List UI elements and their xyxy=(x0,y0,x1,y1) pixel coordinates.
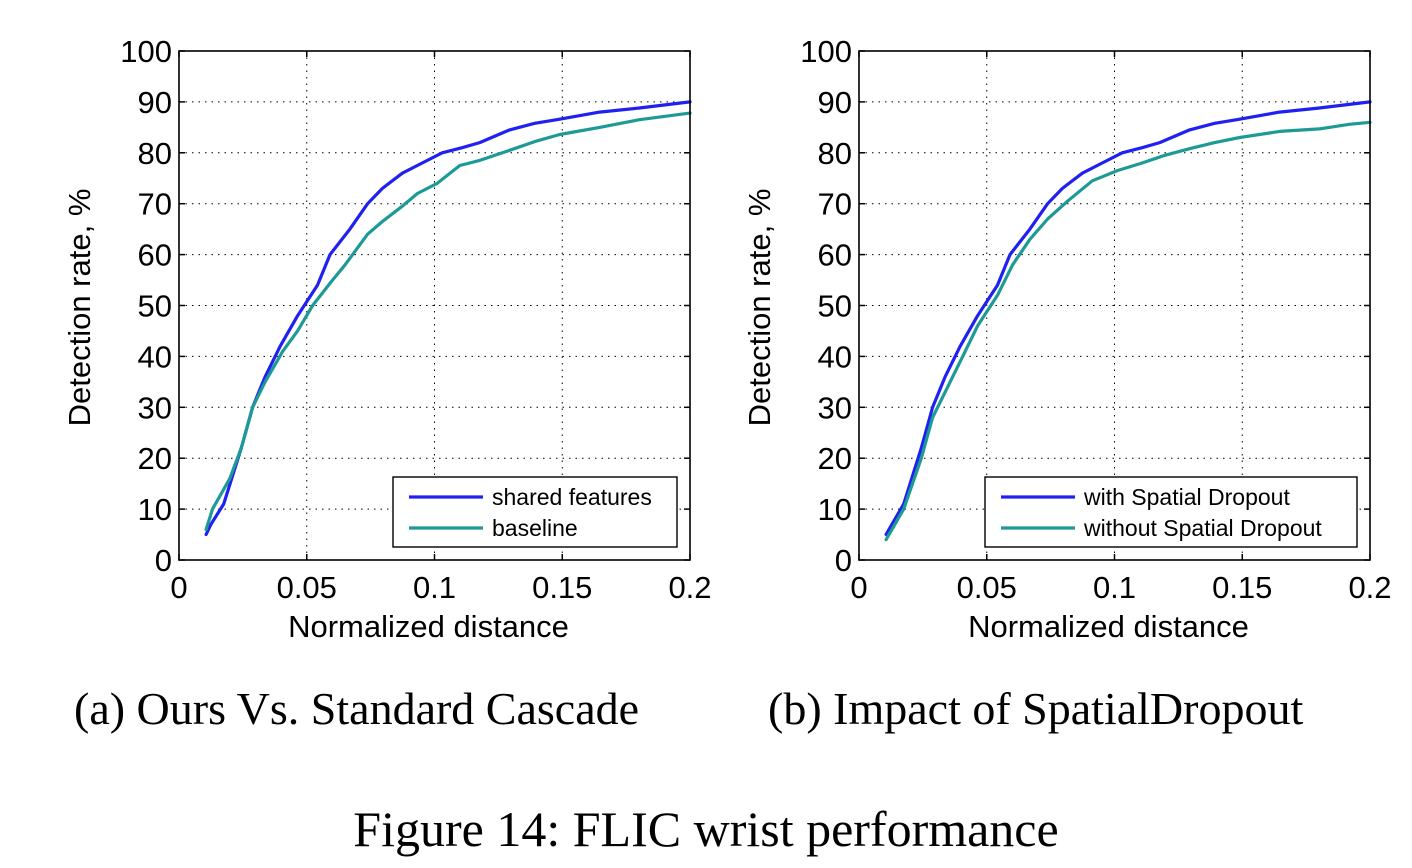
series-line-1 xyxy=(884,100,1372,537)
y-tick-label: 70 xyxy=(138,187,172,222)
y-tick-label: 20 xyxy=(138,441,172,476)
x-tick-label: 0.05 xyxy=(277,570,337,605)
x-tick-label: 0 xyxy=(170,570,187,605)
legend-label-2: without Spatial Dropout xyxy=(1083,515,1322,541)
series-line-2 xyxy=(204,111,692,532)
y-tick-label: 60 xyxy=(818,238,852,273)
y-tick-label: 30 xyxy=(138,390,172,425)
y-tick-label: 0 xyxy=(155,543,172,578)
x-tick-label: 0.05 xyxy=(957,570,1017,605)
series-line-2 xyxy=(884,120,1372,542)
subcaption-a: (a) Ours Vs. Standard Cascade xyxy=(74,683,640,734)
chart-panel-b: 0 0.05 0.1 0.15 0.2 0 10 20 30 40 50 60 70 80 90 100 Nor… xyxy=(742,34,1392,644)
legend-box xyxy=(984,476,1358,548)
x-tick-label: 0.15 xyxy=(532,570,592,605)
y-tick-label: 0 xyxy=(835,543,852,578)
legend: shared features baseline xyxy=(392,476,678,548)
x-tick-label: 0.1 xyxy=(1093,570,1136,605)
y-tick-label: 50 xyxy=(138,289,172,324)
y-tick-label: 100 xyxy=(800,34,852,69)
y-tick-label: 40 xyxy=(138,339,172,374)
subcaption-b: (b) Impact of SpatialDropout xyxy=(768,683,1304,734)
y-tick-label: 90 xyxy=(818,85,852,120)
plot-frame xyxy=(858,50,1371,561)
y-tick-label: 90 xyxy=(138,85,172,120)
plot-frame xyxy=(178,50,691,561)
chart-panel-a: 0 0.05 0.1 0.15 0.2 0 10 20 30 40 50 60 70 80 90 100 Nor… xyxy=(62,34,712,644)
x-tick-label: 0.1 xyxy=(413,570,456,605)
y-tick-label: 60 xyxy=(138,238,172,273)
y-tick-label: 80 xyxy=(818,136,852,171)
x-tick-label: 0.15 xyxy=(1212,570,1272,605)
legend: with Spatial Dropout without Spatial Drop… xyxy=(984,476,1358,548)
y-axis-label: Detection rate, % xyxy=(742,189,777,427)
x-tick-label: 0.2 xyxy=(668,570,711,605)
y-tick-label: 20 xyxy=(818,441,852,476)
x-axis-label: Normalized distance xyxy=(968,609,1249,644)
y-tick-label: 80 xyxy=(138,136,172,171)
y-tick-label: 30 xyxy=(818,390,852,425)
y-tick-label: 40 xyxy=(818,339,852,374)
x-tick-label: 0.2 xyxy=(1348,570,1391,605)
y-tick-label: 50 xyxy=(818,289,852,324)
y-tick-label: 100 xyxy=(120,34,172,69)
legend-label-2: baseline xyxy=(492,515,578,541)
y-tick-label: 10 xyxy=(138,492,172,527)
legend-label-1: shared features xyxy=(492,484,652,510)
legend-label-1: with Spatial Dropout xyxy=(1083,484,1290,510)
y-tick-label: 70 xyxy=(818,187,852,222)
x-axis-label: Normalized distance xyxy=(288,609,569,644)
figure-caption: Figure 14: FLIC wrist performance xyxy=(353,801,1059,857)
x-tick-label: 0 xyxy=(850,570,867,605)
y-axis-label: Detection rate, % xyxy=(62,189,97,427)
y-tick-label: 10 xyxy=(818,492,852,527)
legend-box xyxy=(392,476,678,548)
